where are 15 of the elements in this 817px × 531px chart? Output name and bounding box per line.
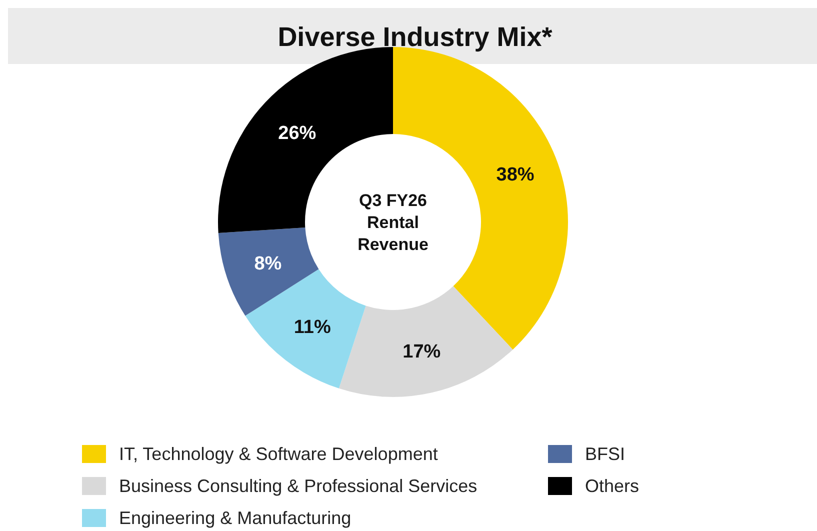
legend-label: Engineering & Manufacturing (119, 508, 352, 528)
data-label: 8% (254, 254, 282, 275)
legend-label: Business Consulting & Professional Services (119, 476, 478, 496)
data-label: 11% (294, 316, 331, 338)
data-label: 17% (402, 341, 441, 362)
legend-label: IT, Technology & Software Development (119, 444, 438, 464)
text: Q3 FY26 Rental Revenue (358, 191, 428, 254)
donut-slice (245, 269, 366, 388)
data-label: 26% (278, 122, 316, 144)
data-label: 38% (496, 164, 534, 186)
donut-slice (218, 228, 319, 316)
legend-label: Others (585, 476, 640, 496)
chart-title: Diverse Industry Mix* (278, 22, 553, 52)
legend-label: BFSI (585, 444, 626, 464)
donut-slice (338, 286, 513, 397)
